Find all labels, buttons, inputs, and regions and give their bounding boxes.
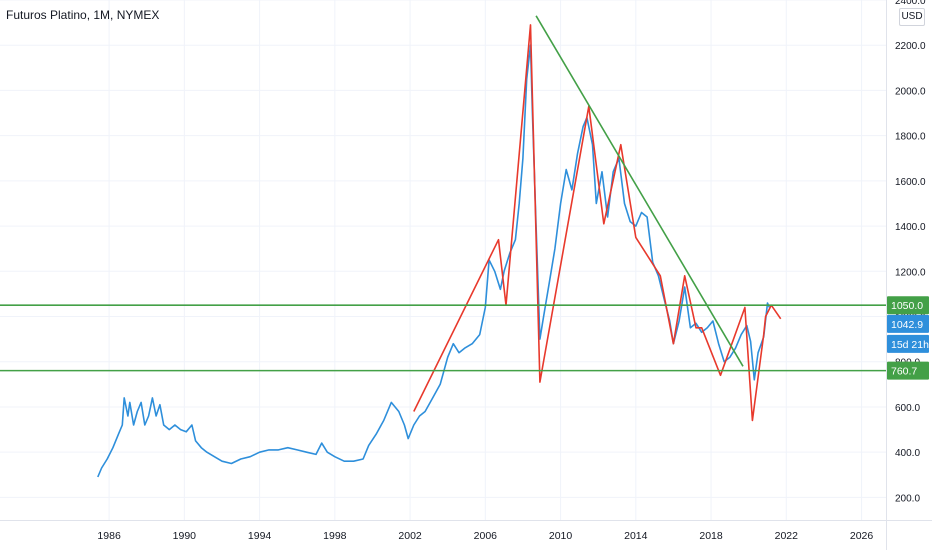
y-axis-labels: 200.0400.0600.0800.01000.01200.01400.016… xyxy=(895,0,926,504)
x-tick-label: 2010 xyxy=(549,530,573,542)
resistance-price-tag-bg xyxy=(887,296,929,315)
x-tick-label: 2026 xyxy=(850,530,874,542)
y-tick-label: 200.0 xyxy=(895,493,920,504)
last-price-tag-label: 1042.9 xyxy=(891,319,923,331)
price-series-line xyxy=(97,44,771,478)
x-axis-labels: 1986 1990 1994 1998 2002 2006 2010 2014 2018 2022… xyxy=(97,530,873,542)
x-tick-label: 1994 xyxy=(248,530,272,542)
y-tick-label: 1400.0 xyxy=(895,222,926,233)
y-tick-label: 2200.0 xyxy=(895,41,926,52)
y-tick-label: 2400.0 xyxy=(895,0,926,7)
x-tick-label: 2002 xyxy=(398,530,422,542)
y-tick-label: 600.0 xyxy=(895,403,920,414)
last-price-tag-bg xyxy=(887,314,929,333)
y-tick-label: 1600.0 xyxy=(895,177,926,188)
x-tick-label: 1998 xyxy=(323,530,347,542)
support-price-tag: 760.7 xyxy=(887,361,929,380)
x-tick-label: 2018 xyxy=(699,530,723,542)
y-tick-label: 1200.0 xyxy=(895,267,926,278)
x-tick-label: 2014 xyxy=(624,530,648,542)
currency-badge[interactable]: USD xyxy=(899,8,925,26)
green-diagonal-trendline xyxy=(535,15,744,367)
y-tick-label: 2000.0 xyxy=(895,86,926,97)
countdown-tag: 15d 21h xyxy=(887,334,929,353)
x-tick-label: 2006 xyxy=(474,530,498,542)
resistance-price-tag-label: 1050.0 xyxy=(891,300,923,312)
last-price-tag: 1042.9 xyxy=(887,314,929,333)
x-tick-label: 2022 xyxy=(775,530,799,542)
support-price-tag-label: 760.7 xyxy=(891,366,917,378)
x-tick-label: 1990 xyxy=(173,530,197,542)
y-tick-label: 400.0 xyxy=(895,448,920,459)
red-trend-lines xyxy=(413,24,782,422)
y-tick-label: 1800.0 xyxy=(895,132,926,143)
grid-lines xyxy=(0,0,886,520)
resistance-price-tag: 1050.0 xyxy=(887,296,929,315)
countdown-tag-bg xyxy=(887,334,929,353)
chart-title: Futuros Platino, 1M, NYMEX xyxy=(6,8,160,22)
countdown-tag-label: 15d 21h xyxy=(891,339,929,351)
x-tick-label: 1986 xyxy=(97,530,121,542)
support-price-tag-bg xyxy=(887,361,929,380)
